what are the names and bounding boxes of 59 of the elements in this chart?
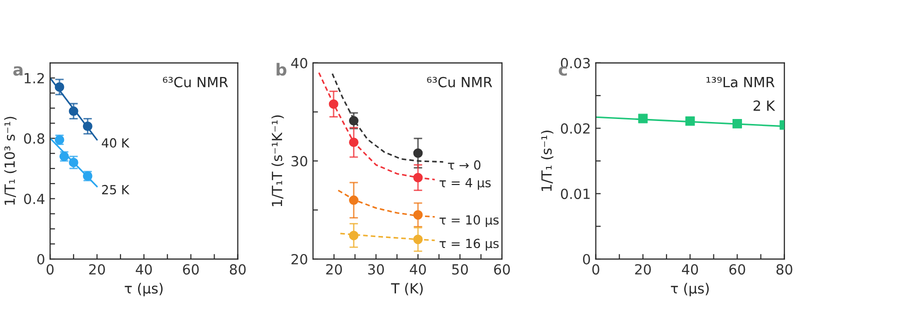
y-tick-label: 0: [583, 254, 590, 264]
point: [349, 195, 358, 205]
text: b: [276, 62, 286, 76]
x-tick-label: 80: [230, 264, 246, 275]
x-tick-label: 20: [326, 264, 342, 275]
y-tick-label: 40: [291, 58, 308, 68]
point: [413, 172, 423, 182]
y-axis-title: 1/T₁T (s⁻¹K⁻¹): [272, 115, 284, 206]
x-tick-label: 40: [136, 264, 152, 275]
text: a: [13, 66, 23, 76]
x-tick-label: 40: [410, 264, 426, 275]
annotation: ⁶³Cu NMR: [427, 76, 492, 88]
y-tick-label: 0.4: [24, 194, 44, 204]
text: c: [558, 66, 567, 76]
point: [685, 116, 695, 126]
x-tick-label: 0: [46, 264, 54, 275]
x-tick-label: 60: [182, 264, 199, 275]
point: [328, 99, 338, 109]
annotation: τ = 4 μs: [440, 178, 491, 190]
annotation: 25 K: [102, 184, 130, 194]
point: [413, 148, 423, 158]
y-tick-label: 30: [292, 156, 308, 166]
y-tick-label: 20: [292, 254, 308, 264]
annotation: τ = 10 μs: [440, 215, 499, 228]
y-tick-label: 0: [37, 254, 44, 264]
x-tick-label: 60: [729, 264, 746, 275]
x-axis-title: T (K): [391, 282, 423, 296]
point: [54, 82, 64, 92]
annotation: ⁶³Cu NMR: [162, 76, 228, 88]
x-tick-label: 50: [452, 264, 468, 275]
x-tick-label: 0: [592, 264, 600, 275]
point: [413, 234, 423, 244]
x-tick-label: 80: [776, 264, 792, 275]
annotation: 2 K: [754, 100, 776, 111]
x-axis-title: τ (μs): [670, 282, 709, 296]
annotation: 40 K: [102, 138, 130, 148]
x-tick-label: 30: [368, 264, 384, 275]
annotation: ¹³⁹La NMR: [706, 76, 775, 88]
point: [68, 106, 78, 116]
point: [732, 118, 742, 128]
y-tick-label: 0.8: [24, 133, 44, 144]
annotation: τ → 0: [448, 160, 480, 170]
point: [638, 114, 648, 124]
point: [349, 230, 358, 240]
x-tick-label: 20: [635, 264, 651, 275]
annotation: τ = 16 μs: [440, 238, 499, 251]
point: [413, 210, 423, 220]
y-axis-title: 1/T₁ (s⁻¹): [541, 130, 554, 191]
x-tick-label: 60: [494, 264, 510, 275]
y-tick-label: 0.02: [560, 123, 590, 134]
point: [349, 138, 358, 148]
y-tick-label: 1.2: [24, 72, 44, 84]
point: [349, 116, 358, 126]
x-axis-title: τ (μs): [124, 282, 163, 296]
point: [82, 122, 92, 131]
y-axis-title: 1/T₁ (10³ s⁻¹): [4, 116, 17, 205]
y-tick-label: 0.01: [560, 188, 590, 200]
x-tick-label: 20: [89, 264, 105, 275]
x-tick-label: 40: [682, 264, 698, 275]
